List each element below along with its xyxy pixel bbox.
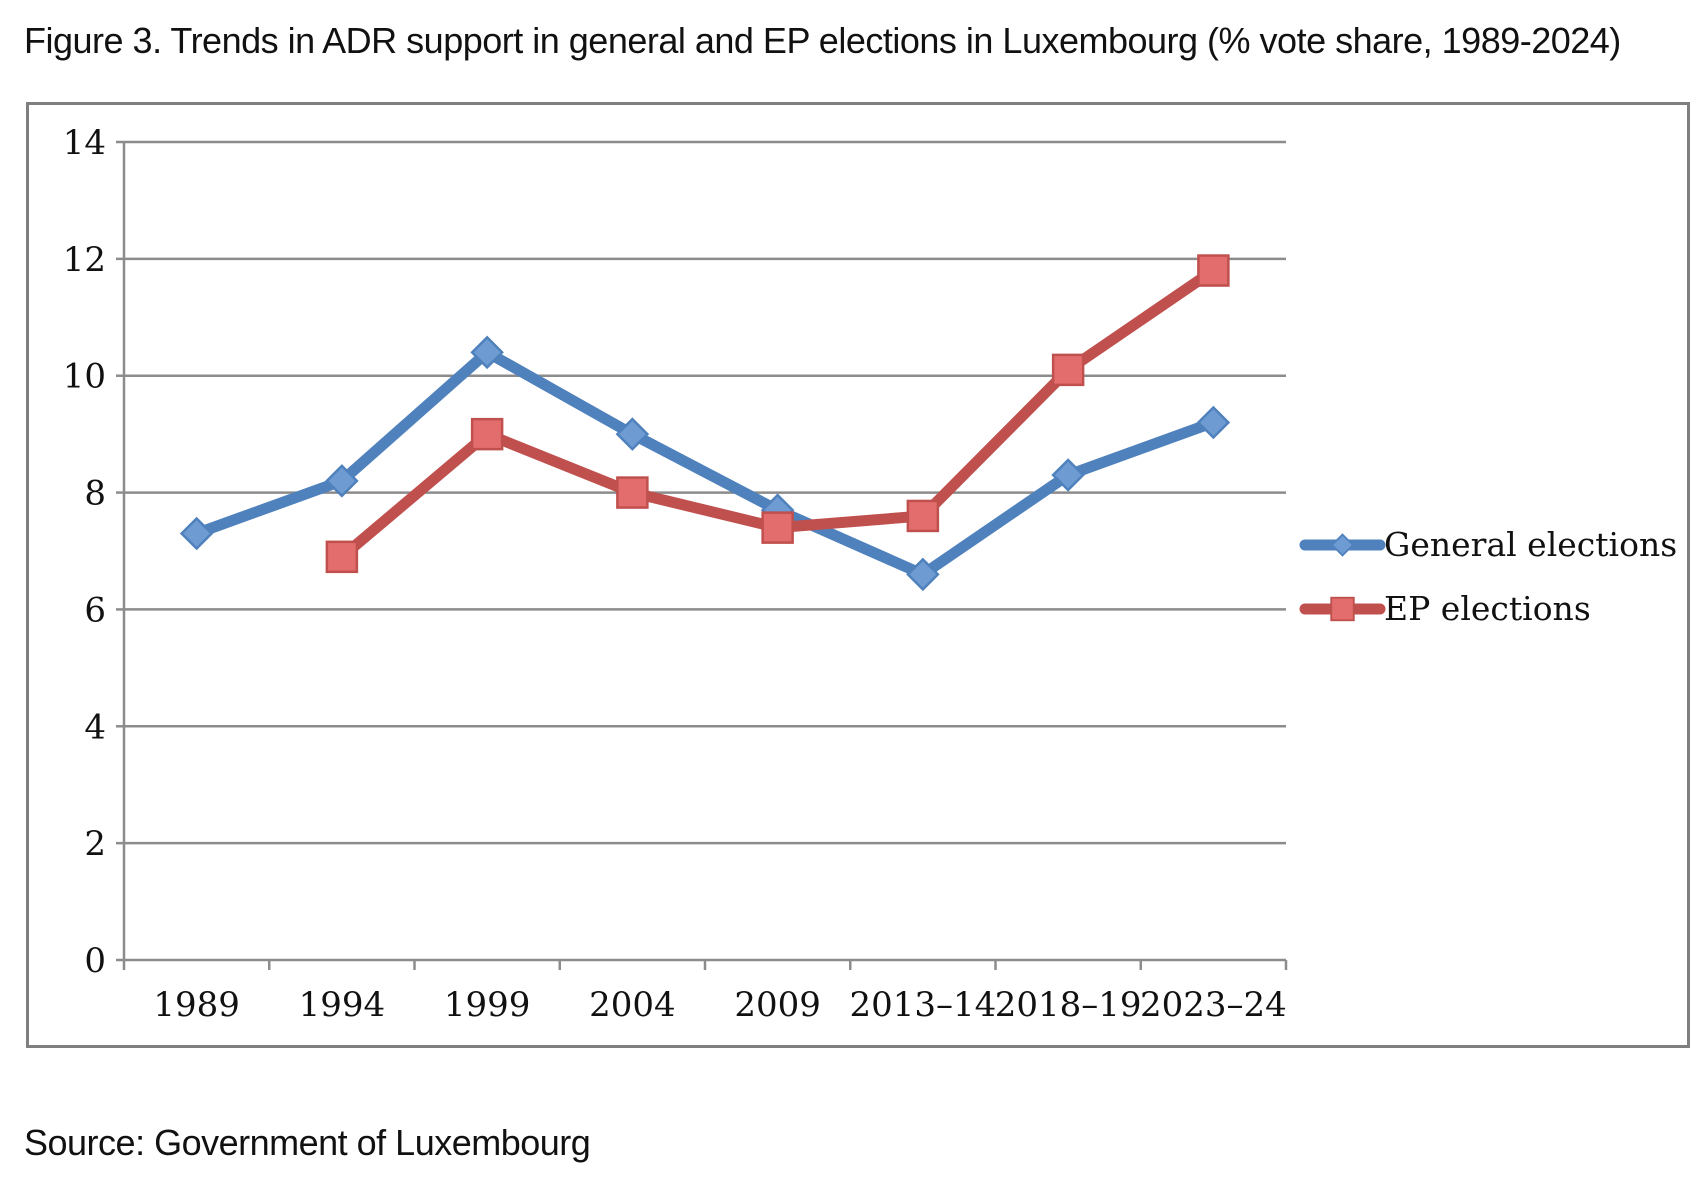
data-point-general-elections — [470, 335, 504, 370]
y-tick-label: 12 — [63, 240, 106, 280]
series — [179, 254, 1231, 592]
y-tick-label: 4 — [84, 707, 106, 747]
legend: General elections EP elections — [1299, 525, 1677, 628]
x-tick-label: 2004 — [589, 985, 676, 1025]
data-point-ep-elections — [906, 499, 940, 533]
x-tick-label: 1994 — [299, 985, 386, 1025]
legend-label-ep-elections: EP elections — [1384, 589, 1591, 628]
y-tick-label: 8 — [84, 474, 106, 514]
x-tick-label: 1999 — [444, 985, 531, 1025]
source-note: Source: Government of Luxembourg — [24, 1122, 591, 1163]
data-point-ep-elections — [1051, 353, 1085, 387]
data-point-general-elections — [179, 516, 214, 551]
x-tick-label: 2009 — [734, 985, 821, 1025]
data-point-ep-elections — [616, 476, 649, 509]
figure-title: Figure 3. Trends in ADR support in gener… — [24, 20, 1621, 61]
data-point-ep-elections — [761, 511, 794, 544]
data-point-ep-elections — [1197, 254, 1230, 287]
y-tick-label: 2 — [84, 824, 106, 864]
x-tick-label: 2018–19 — [995, 985, 1142, 1025]
data-point-general-elections — [615, 417, 650, 451]
data-point-general-elections — [1051, 458, 1085, 492]
data-point-ep-elections — [470, 417, 504, 451]
legend-marker-ep-elections — [1330, 596, 1355, 622]
y-tick-label: 10 — [63, 357, 106, 397]
x-tick-label: 2013–14 — [849, 985, 996, 1025]
data-point-general-elections — [325, 464, 359, 498]
y-tick-label: 0 — [84, 941, 106, 981]
x-tick-label: 2023–24 — [1140, 985, 1287, 1025]
data-point-ep-elections — [325, 540, 359, 574]
legend-marker-general-elections — [1330, 533, 1355, 557]
series-line-general-elections — [191, 346, 1219, 580]
y-tick-label: 6 — [84, 590, 106, 630]
chart-frame — [26, 102, 1690, 1048]
x-tick-label: 1989 — [153, 985, 240, 1025]
y-tick-label: 14 — [63, 123, 106, 163]
legend-label-general-elections: General elections — [1384, 525, 1677, 564]
data-point-general-elections — [906, 557, 940, 592]
gridlines — [124, 140, 1286, 845]
data-point-general-elections — [1196, 405, 1231, 440]
